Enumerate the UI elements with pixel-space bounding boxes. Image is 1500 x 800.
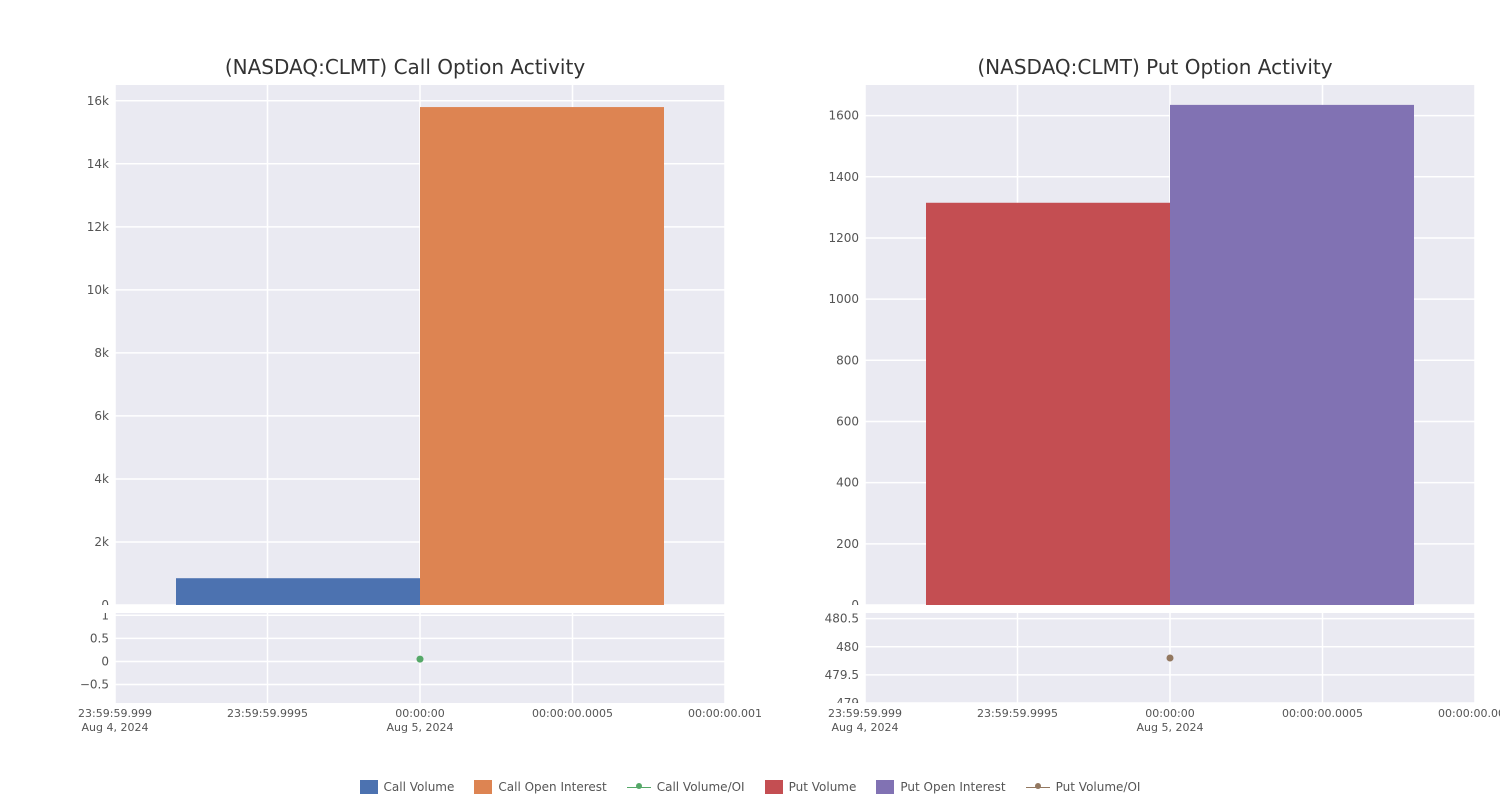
svg-text:1200: 1200 — [828, 231, 859, 245]
legend-swatch — [876, 780, 894, 794]
legend-label: Put Volume — [789, 780, 857, 794]
svg-text:8k: 8k — [94, 346, 109, 360]
svg-text:0.5: 0.5 — [90, 631, 109, 645]
put-xaxis: 23:59:59.999Aug 4, 2024 23:59:59.9995 00:0… — [795, 703, 1500, 753]
call-ratio-chart: −0.5 0 0.5 1 — [65, 613, 745, 703]
svg-text:4k: 4k — [94, 472, 109, 486]
svg-text:12k: 12k — [87, 220, 109, 234]
svg-text:23:59:59.999: 23:59:59.999 — [828, 707, 902, 720]
svg-text:480: 480 — [836, 640, 859, 654]
svg-text:479: 479 — [836, 696, 859, 703]
svg-text:600: 600 — [836, 414, 859, 428]
svg-text:6k: 6k — [94, 409, 109, 423]
svg-text:00:00:00: 00:00:00 — [1145, 707, 1194, 720]
legend-item: Put Open Interest — [876, 780, 1005, 794]
svg-text:480.5: 480.5 — [825, 613, 859, 626]
figure: (NASDAQ:CLMT) Call Option Activity 0 2k 4k… — [0, 0, 1500, 800]
call-xaxis: 23:59:59.999Aug 4, 2024 23:59:59.9995 00:0… — [45, 703, 765, 753]
legend-item: Put Volume — [765, 780, 857, 794]
legend-swatch — [474, 780, 492, 794]
svg-text:00:00:00.001: 00:00:00.001 — [1438, 707, 1500, 720]
legend-label: Call Volume/OI — [657, 780, 745, 794]
legend-item: Put Volume/OI — [1026, 780, 1141, 794]
svg-text:800: 800 — [836, 353, 859, 367]
svg-text:Aug 4, 2024: Aug 4, 2024 — [832, 721, 899, 734]
legend-label: Put Open Interest — [900, 780, 1005, 794]
svg-text:0: 0 — [851, 598, 859, 605]
legend: Call Volume Call Open Interest Call Volume… — [0, 780, 1500, 794]
svg-text:10k: 10k — [87, 283, 109, 297]
svg-text:00:00:00.0005: 00:00:00.0005 — [532, 707, 613, 720]
svg-text:00:00:00.0005: 00:00:00.0005 — [1282, 707, 1363, 720]
svg-text:00:00:00: 00:00:00 — [395, 707, 444, 720]
svg-text:400: 400 — [836, 476, 859, 490]
legend-item: Call Volume — [360, 780, 455, 794]
svg-text:00:00:00.001: 00:00:00.001 — [688, 707, 762, 720]
svg-text:1000: 1000 — [828, 292, 859, 306]
svg-text:Aug 5, 2024: Aug 5, 2024 — [387, 721, 454, 734]
legend-item: Call Open Interest — [474, 780, 606, 794]
svg-text:0: 0 — [101, 654, 109, 668]
svg-text:23:59:59.9995: 23:59:59.9995 — [977, 707, 1058, 720]
svg-text:1400: 1400 — [828, 170, 859, 184]
legend-item: Call Volume/OI — [627, 780, 745, 794]
svg-text:200: 200 — [836, 537, 859, 551]
put-title: (NASDAQ:CLMT) Put Option Activity — [815, 55, 1495, 79]
legend-swatch — [765, 780, 783, 794]
svg-text:479.5: 479.5 — [825, 668, 859, 682]
svg-text:23:59:59.999: 23:59:59.999 — [78, 707, 152, 720]
call-main-chart: 0 2k 4k 6k 8k 10k 12k 14k 16k — [65, 85, 745, 605]
legend-label: Put Volume/OI — [1056, 780, 1141, 794]
svg-text:−0.5: −0.5 — [80, 678, 109, 692]
call-title: (NASDAQ:CLMT) Call Option Activity — [65, 55, 745, 79]
legend-line-swatch — [627, 780, 651, 794]
put-main-chart: 0 200 400 600 800 1000 1200 1400 1600 — [815, 85, 1495, 605]
svg-text:16k: 16k — [87, 94, 109, 108]
svg-text:1600: 1600 — [828, 109, 859, 123]
svg-text:0: 0 — [101, 598, 109, 605]
put-ratio-chart: 479 479.5 480 480.5 — [815, 613, 1495, 703]
svg-text:Aug 5, 2024: Aug 5, 2024 — [1137, 721, 1204, 734]
svg-text:Aug 4, 2024: Aug 4, 2024 — [82, 721, 149, 734]
svg-text:2k: 2k — [94, 535, 109, 549]
legend-label: Call Open Interest — [498, 780, 606, 794]
svg-text:1: 1 — [101, 613, 109, 622]
legend-line-swatch — [1026, 780, 1050, 794]
legend-label: Call Volume — [384, 780, 455, 794]
svg-text:14k: 14k — [87, 157, 109, 171]
svg-text:23:59:59.9995: 23:59:59.9995 — [227, 707, 308, 720]
legend-swatch — [360, 780, 378, 794]
